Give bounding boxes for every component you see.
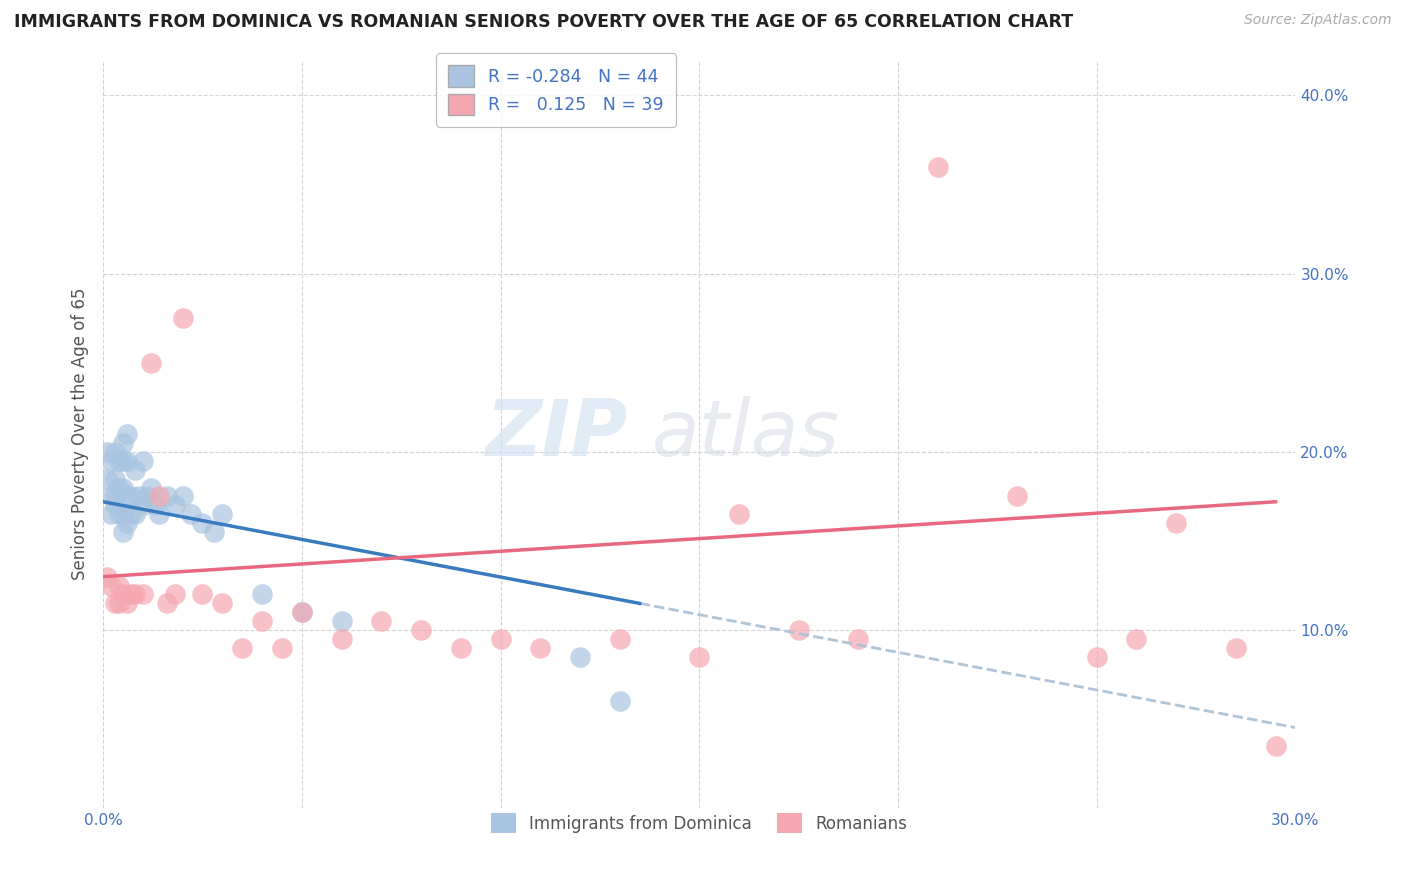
- Point: [132, 454, 155, 468]
- Point: [115, 454, 138, 468]
- Point: [108, 454, 131, 468]
- Point: [111, 508, 134, 522]
- Point: [1007, 490, 1029, 504]
- Point: [291, 605, 314, 619]
- Point: [156, 490, 179, 504]
- Legend: Immigrants from Dominica, Romanians: Immigrants from Dominica, Romanians: [479, 801, 920, 845]
- Point: [135, 490, 157, 504]
- Point: [124, 587, 146, 601]
- Point: [100, 490, 122, 504]
- Point: [172, 490, 194, 504]
- Point: [1166, 516, 1188, 531]
- Point: [132, 587, 155, 601]
- Point: [108, 578, 131, 592]
- Point: [688, 649, 710, 664]
- Point: [1225, 640, 1247, 655]
- Text: Source: ZipAtlas.com: Source: ZipAtlas.com: [1244, 13, 1392, 28]
- Point: [409, 623, 432, 637]
- Point: [489, 632, 512, 646]
- Point: [120, 587, 142, 601]
- Point: [609, 632, 631, 646]
- Point: [104, 472, 127, 486]
- Point: [370, 614, 392, 628]
- Point: [202, 525, 225, 540]
- Point: [148, 490, 170, 504]
- Point: [927, 160, 949, 174]
- Point: [104, 499, 127, 513]
- Point: [330, 614, 353, 628]
- Point: [132, 499, 155, 513]
- Point: [569, 649, 592, 664]
- Text: ZIP: ZIP: [485, 396, 627, 472]
- Y-axis label: Seniors Poverty Over the Age of 65: Seniors Poverty Over the Age of 65: [72, 288, 89, 581]
- Point: [143, 499, 166, 513]
- Point: [271, 640, 294, 655]
- Point: [139, 481, 162, 495]
- Point: [250, 587, 273, 601]
- Point: [163, 499, 186, 513]
- Point: [100, 508, 122, 522]
- Point: [787, 623, 810, 637]
- Text: atlas: atlas: [651, 396, 839, 472]
- Point: [115, 596, 138, 610]
- Point: [115, 490, 138, 504]
- Point: [1085, 649, 1108, 664]
- Point: [115, 516, 138, 531]
- Point: [96, 472, 118, 486]
- Point: [111, 454, 134, 468]
- Point: [139, 356, 162, 370]
- Point: [104, 596, 127, 610]
- Point: [108, 508, 131, 522]
- Point: [96, 445, 118, 459]
- Point: [450, 640, 472, 655]
- Point: [291, 605, 314, 619]
- Point: [211, 596, 233, 610]
- Point: [111, 481, 134, 495]
- Point: [115, 427, 138, 442]
- Point: [250, 614, 273, 628]
- Point: [191, 516, 214, 531]
- Point: [111, 525, 134, 540]
- Point: [330, 632, 353, 646]
- Point: [180, 508, 202, 522]
- Point: [172, 311, 194, 326]
- Point: [163, 587, 186, 601]
- Point: [108, 481, 131, 495]
- Point: [1264, 739, 1286, 753]
- Point: [100, 454, 122, 468]
- Point: [191, 587, 214, 601]
- Point: [108, 596, 131, 610]
- Point: [148, 508, 170, 522]
- Text: IMMIGRANTS FROM DOMINICA VS ROMANIAN SENIORS POVERTY OVER THE AGE OF 65 CORRELAT: IMMIGRANTS FROM DOMINICA VS ROMANIAN SEN…: [14, 13, 1073, 31]
- Point: [120, 508, 142, 522]
- Point: [104, 490, 127, 504]
- Point: [231, 640, 253, 655]
- Point: [111, 587, 134, 601]
- Point: [96, 569, 118, 583]
- Point: [111, 436, 134, 450]
- Point: [846, 632, 869, 646]
- Point: [120, 490, 142, 504]
- Point: [728, 508, 751, 522]
- Point: [529, 640, 551, 655]
- Point: [100, 578, 122, 592]
- Point: [609, 694, 631, 708]
- Point: [211, 508, 233, 522]
- Point: [128, 490, 150, 504]
- Point: [124, 463, 146, 477]
- Point: [1125, 632, 1147, 646]
- Point: [156, 596, 179, 610]
- Point: [104, 445, 127, 459]
- Point: [124, 508, 146, 522]
